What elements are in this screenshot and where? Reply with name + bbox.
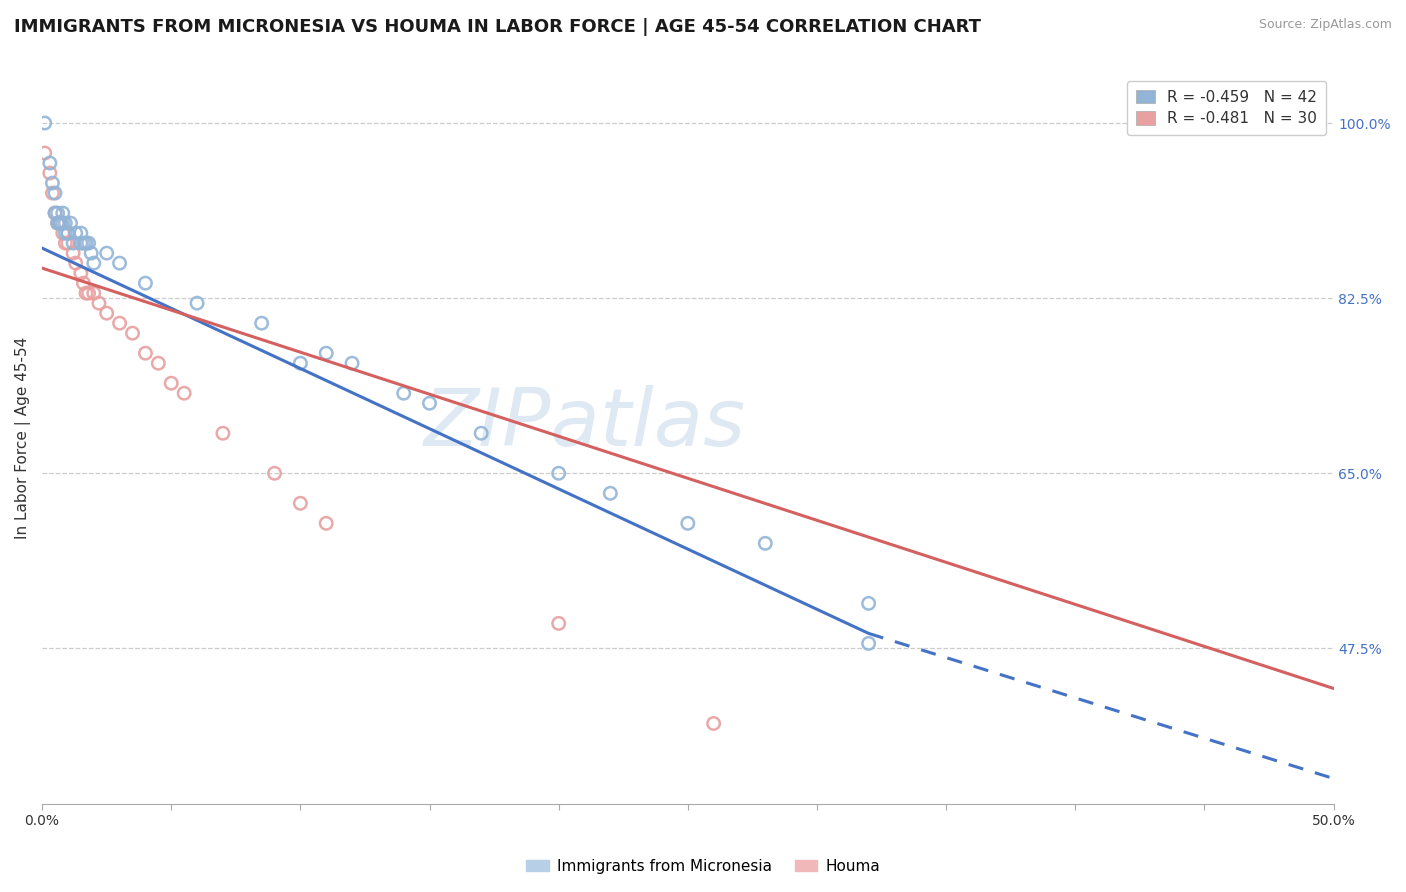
Point — [121, 326, 143, 341]
Point — [75, 236, 97, 251]
Point — [392, 386, 415, 401]
Point — [75, 286, 97, 301]
Point — [290, 356, 312, 370]
Text: IMMIGRANTS FROM MICRONESIA VS HOUMA IN LABOR FORCE | AGE 45-54 CORRELATION CHART: IMMIGRANTS FROM MICRONESIA VS HOUMA IN L… — [14, 18, 981, 36]
Point — [56, 226, 79, 240]
Point — [44, 186, 66, 200]
Text: Source: ZipAtlas.com: Source: ZipAtlas.com — [1258, 18, 1392, 31]
Point — [547, 616, 569, 631]
Point — [80, 246, 103, 260]
Point — [858, 636, 880, 650]
Point — [34, 146, 56, 161]
Point — [49, 216, 72, 230]
Point — [38, 166, 60, 180]
Point — [70, 226, 93, 240]
Point — [263, 467, 285, 481]
Text: ZIPatlas: ZIPatlas — [423, 384, 745, 463]
Point — [62, 246, 84, 260]
Y-axis label: In Labor Force | Age 45-54: In Labor Force | Age 45-54 — [15, 337, 31, 540]
Point — [53, 226, 76, 240]
Point — [173, 386, 195, 401]
Point — [315, 346, 337, 360]
Point — [70, 266, 93, 280]
Point — [77, 286, 100, 301]
Point — [858, 596, 880, 610]
Point — [547, 467, 569, 481]
Point — [703, 716, 725, 731]
Point — [46, 206, 69, 220]
Point — [41, 186, 63, 200]
Point — [70, 236, 93, 251]
Point — [83, 256, 105, 270]
Point — [470, 426, 492, 441]
Point — [52, 206, 75, 220]
Point — [290, 496, 312, 510]
Point — [44, 206, 66, 220]
Point — [62, 236, 84, 251]
Point — [44, 206, 66, 220]
Legend: Immigrants from Micronesia, Houma: Immigrants from Micronesia, Houma — [520, 853, 886, 880]
Point — [65, 256, 87, 270]
Point — [46, 216, 69, 230]
Point — [56, 226, 79, 240]
Point — [53, 236, 76, 251]
Point — [72, 276, 94, 290]
Point — [418, 396, 440, 410]
Point — [250, 316, 273, 330]
Point — [77, 236, 100, 251]
Point — [41, 176, 63, 190]
Point — [56, 236, 79, 251]
Point — [134, 346, 156, 360]
Point — [186, 296, 208, 310]
Point — [340, 356, 363, 370]
Point — [49, 216, 72, 230]
Legend: R = -0.459   N = 42, R = -0.481   N = 30: R = -0.459 N = 42, R = -0.481 N = 30 — [1128, 80, 1326, 136]
Point — [96, 246, 118, 260]
Point — [52, 216, 75, 230]
Point — [96, 306, 118, 320]
Point — [212, 426, 235, 441]
Point — [87, 296, 110, 310]
Point — [160, 376, 183, 391]
Point — [134, 276, 156, 290]
Point — [148, 356, 170, 370]
Point — [38, 156, 60, 170]
Point — [49, 216, 72, 230]
Point — [754, 536, 776, 550]
Point — [108, 256, 131, 270]
Point — [108, 316, 131, 330]
Point — [53, 216, 76, 230]
Point — [34, 116, 56, 130]
Point — [72, 236, 94, 251]
Point — [59, 216, 82, 230]
Point — [599, 486, 621, 500]
Point — [52, 226, 75, 240]
Point — [46, 216, 69, 230]
Point — [65, 226, 87, 240]
Point — [676, 516, 699, 531]
Point — [315, 516, 337, 531]
Point — [83, 286, 105, 301]
